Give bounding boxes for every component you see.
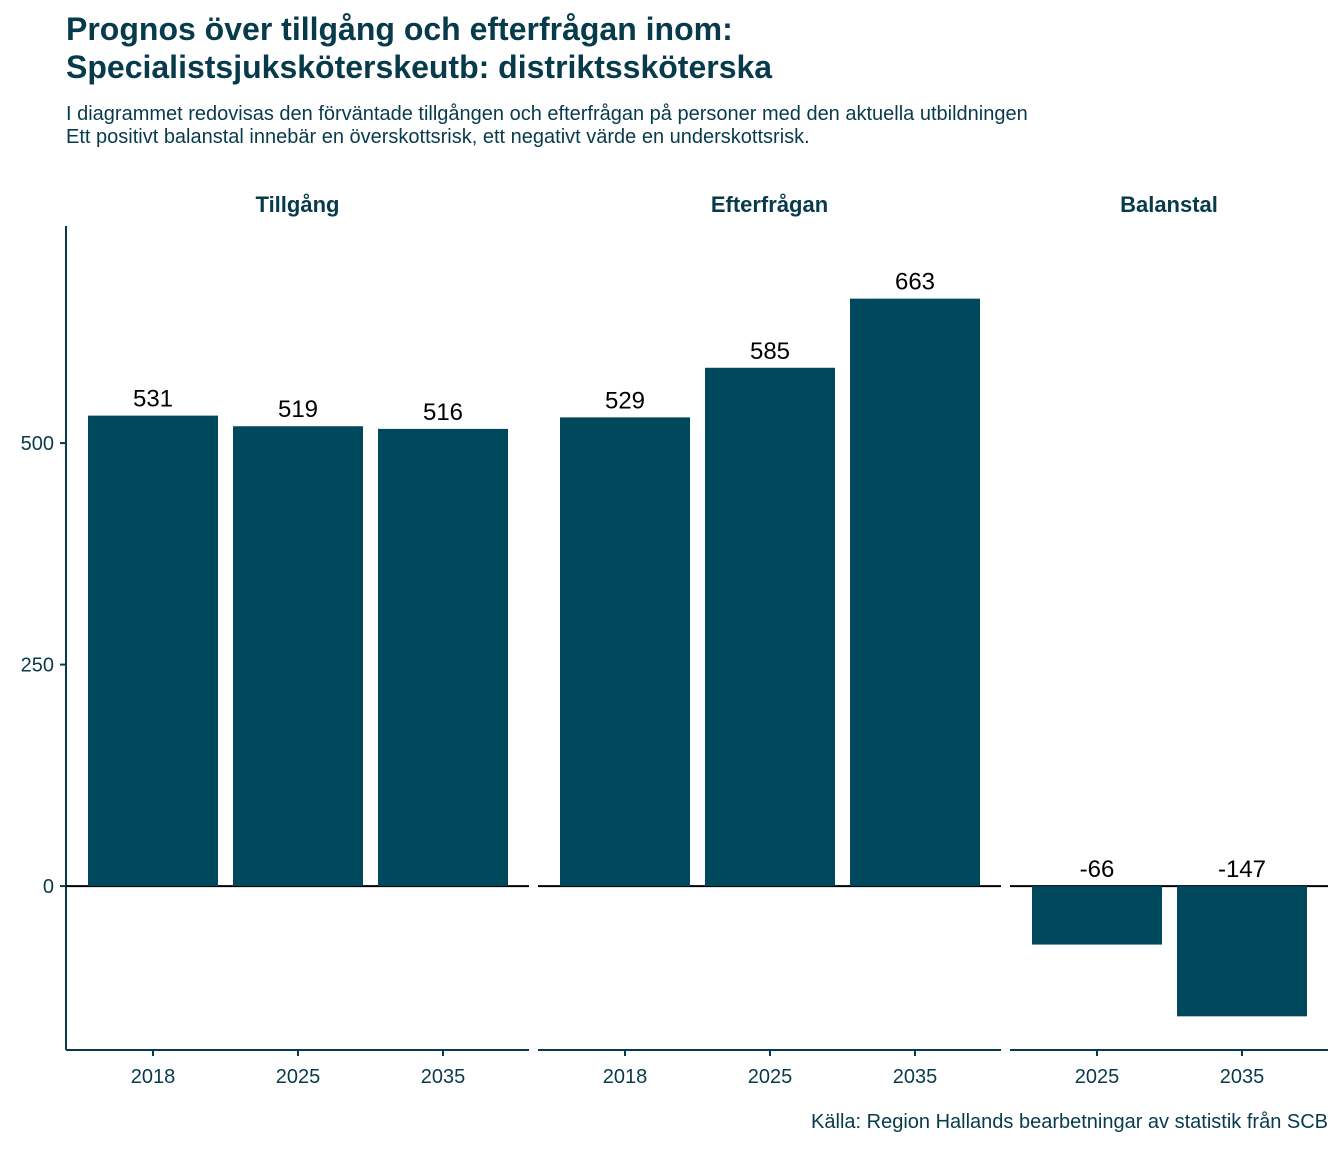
x-tick-label: 2025 [1075,1066,1120,1088]
facet-strip-label: Balanstal [1120,192,1218,217]
y-tick-label: 500 [21,433,54,455]
data-label: 529 [605,387,645,414]
x-tick-label: 2035 [421,1066,466,1088]
data-label: 663 [895,269,935,296]
data-label: 531 [133,386,173,413]
bar [705,367,835,887]
bar [560,417,690,887]
chart-title-line-2: Specialistsjuksköterskeutb: distriktsskö… [66,49,773,85]
chart-subtitle-line-2: Ett positivt balanstal innebär en översk… [66,126,810,148]
bar [378,428,508,887]
data-label: -66 [1080,856,1115,883]
x-tick-label: 2035 [1220,1066,1265,1088]
data-label: 585 [750,338,790,365]
y-tick-label: 0 [43,876,54,898]
data-label: 519 [278,396,318,423]
y-tick-label: 250 [21,655,54,677]
x-tick-label: 2025 [276,1066,321,1088]
chart-title: Prognos över tillgång och efterfrågan in… [66,10,772,86]
bar [1032,886,1162,945]
bar [850,298,980,887]
x-tick-label: 2025 [748,1066,793,1088]
x-tick-label: 2035 [893,1066,938,1088]
facet-strip-label: Efterfrågan [711,192,828,217]
chart-subtitle: I diagrammet redovisas den förväntade ti… [66,103,1028,149]
x-tick-label: 2018 [603,1066,648,1088]
source-caption: Källa: Region Hallands bearbetningar av … [811,1111,1328,1133]
bar [88,415,218,887]
bar [1177,886,1307,1017]
bar [233,426,363,887]
data-label: 516 [423,399,463,426]
data-label: -147 [1218,856,1266,883]
chart-subtitle-line-1: I diagrammet redovisas den förväntade ti… [66,103,1028,125]
facet-strip-label: Tillgång [256,192,340,217]
x-tick-label: 2018 [131,1066,176,1088]
chart-title-line-1: Prognos över tillgång och efterfrågan in… [66,11,733,47]
